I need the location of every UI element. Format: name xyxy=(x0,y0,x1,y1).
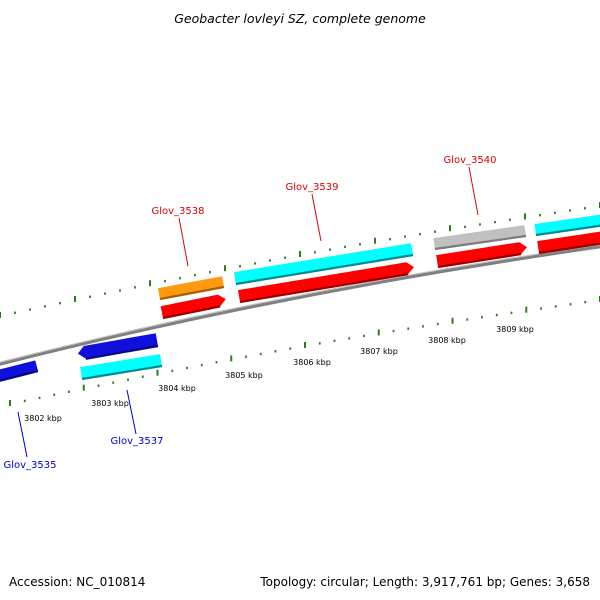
gene-red-3538-body xyxy=(160,294,226,318)
gene-label-glov-3540[interactable]: Glov_3540 xyxy=(443,155,496,166)
genome-backbone xyxy=(0,244,600,366)
gene-blue-left-shadow xyxy=(0,369,39,382)
cds-cyan-3537-body xyxy=(80,354,162,379)
cds-cyan-3539-shadow xyxy=(235,253,414,286)
cds-cyan-3539 xyxy=(234,243,414,286)
kbp-label-3809: 3809 kbp xyxy=(496,325,534,334)
accession-text: Accession: NC_010814 xyxy=(9,575,145,589)
genome-title: Geobacter lovleyi SZ, complete genome xyxy=(174,11,426,26)
cds-orange-3538-body xyxy=(157,276,224,299)
cds-orange-3538-shadow xyxy=(159,285,225,301)
gene-red-3540 xyxy=(436,242,528,269)
kbp-label-3808: 3808 kbp xyxy=(428,336,466,345)
gene-red-right-body xyxy=(537,231,600,253)
leader-glov-3540 xyxy=(468,166,479,216)
gene-red-right-shadow xyxy=(538,242,600,255)
kbp-label-3803: 3803 kbp xyxy=(91,399,129,408)
cds-cyan-3539-body xyxy=(234,243,413,284)
cds-gray-3540 xyxy=(433,225,527,251)
cds-cyan-3537 xyxy=(80,354,163,381)
gene-label-glov-3539[interactable]: Glov_3539 xyxy=(285,182,338,193)
gene-label-glov-3535[interactable]: Glov_3535 xyxy=(3,460,56,471)
label-leader-lines xyxy=(17,166,479,458)
backbone-highlight xyxy=(0,244,600,363)
leader-glov-3537 xyxy=(126,389,137,435)
leader-glov-3535 xyxy=(17,411,28,458)
gene-blue-3537-shadow xyxy=(85,344,159,360)
cds-gray-3540-shadow xyxy=(434,234,527,251)
gene-red-3539 xyxy=(238,262,415,304)
gene-features xyxy=(0,214,600,382)
kbp-labels: 3802 kbp 3803 kbp 3804 kbp 3805 kbp 3806… xyxy=(24,325,534,423)
gene-blue-left-body xyxy=(0,360,38,381)
gene-blue-3537-body xyxy=(77,333,158,359)
cds-cyan-right xyxy=(534,214,600,237)
leader-glov-3538 xyxy=(178,217,189,267)
gene-label-glov-3538[interactable]: Glov_3538 xyxy=(151,206,204,217)
gene-red-3540-shadow xyxy=(437,252,522,269)
kbp-label-3805: 3805 kbp xyxy=(225,371,263,380)
gene-red-3540-body xyxy=(436,242,528,267)
gene-label-glov-3537[interactable]: Glov_3537 xyxy=(110,436,163,447)
leader-glov-3539 xyxy=(311,193,322,242)
kbp-label-3806: 3806 kbp xyxy=(293,358,331,367)
backbone-line xyxy=(0,244,600,366)
kbp-label-3807: 3807 kbp xyxy=(360,347,398,356)
gene-red-3538 xyxy=(160,294,226,320)
gene-red-right xyxy=(537,231,600,255)
tick-marks xyxy=(0,202,600,406)
cds-cyan-3537-shadow xyxy=(81,364,163,381)
cds-cyan-right-shadow xyxy=(535,224,600,237)
cds-cyan-right-body xyxy=(534,214,600,235)
cds-orange-3538 xyxy=(157,276,225,301)
gene-blue-left xyxy=(0,360,39,382)
gene-red-3538-shadow xyxy=(162,305,221,320)
kbp-label-3804: 3804 kbp xyxy=(158,384,196,393)
gene-red-3539-body xyxy=(238,262,415,302)
genome-info-text: Topology: circular; Length: 3,917,761 bp… xyxy=(259,575,590,589)
kbp-label-3802: 3802 kbp xyxy=(24,414,62,423)
gene-labels: Glov_3535 Glov_3537 Glov_3538 Glov_3539 … xyxy=(3,155,496,471)
gene-blue-3537 xyxy=(77,333,159,360)
gene-red-3539-shadow xyxy=(239,273,409,304)
cds-gray-3540-body xyxy=(433,225,526,249)
